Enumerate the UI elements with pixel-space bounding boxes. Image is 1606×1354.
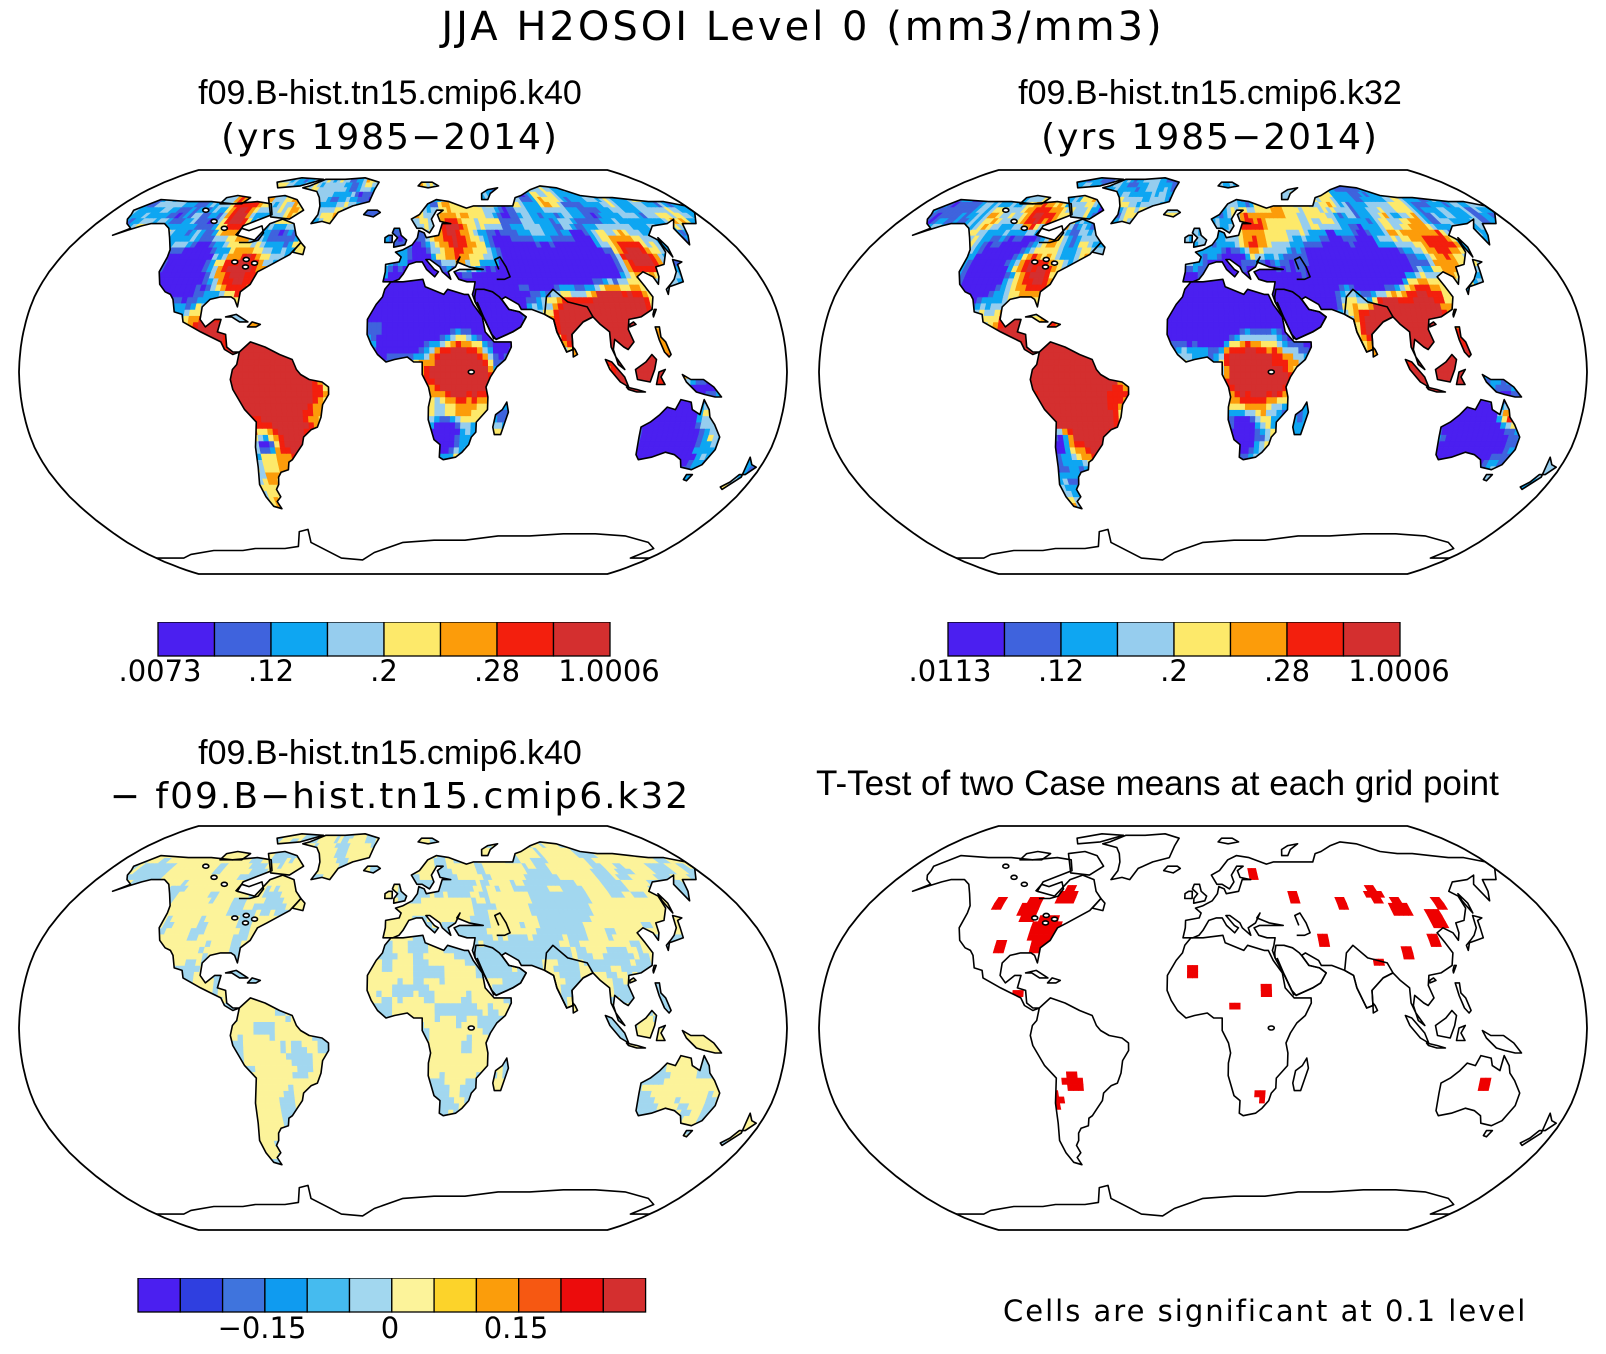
colorbar-diff-swatch — [560, 1278, 604, 1313]
panel-diff-subtitle: − f09.B−hist.tn15.cmip6.k32 — [40, 776, 760, 817]
map-diff-frame — [18, 825, 788, 1231]
colorbar-diff: −0.15 0 0.15 — [137, 1278, 647, 1345]
colorbar-diff-swatch — [137, 1278, 181, 1313]
colorbar-k32-swatch — [1286, 622, 1345, 657]
colorbar-k40-swatch — [326, 622, 385, 657]
map-k32-ocean — [819, 170, 1587, 574]
colorbar-diff-swatch — [348, 1278, 393, 1313]
colorbar-k40-swatch — [383, 622, 442, 657]
colorbar-k32-swatch — [1173, 622, 1232, 657]
colorbar-k32-swatch — [947, 622, 1006, 657]
map-diff-ocean — [19, 826, 787, 1230]
colorbar-diff-label: −0.15 — [218, 1311, 307, 1345]
map-ttest-frame — [818, 825, 1588, 1231]
colorbar-k40-label: 1.0006 — [558, 654, 659, 688]
colorbar-k40-label: .28 — [474, 654, 520, 688]
map-panel-k32 — [818, 169, 1588, 575]
colorbar-k40-swatch — [157, 622, 216, 657]
colorbar-diff-label: 0.15 — [484, 1311, 549, 1345]
map-k32-frame — [818, 169, 1588, 575]
colorbar-diff-swatch — [179, 1278, 224, 1313]
map-ttest-field — [990, 868, 1492, 1110]
colorbar-k32-swatch — [1003, 622, 1062, 657]
colorbar-k32-swatch — [1342, 622, 1401, 657]
map-ttest-coastlines — [911, 833, 1557, 1217]
panel-k40-title: f09.B-hist.tn15.cmip6.k40 — [60, 74, 720, 113]
colorbar-k40-label: .12 — [248, 654, 294, 688]
colorbar-diff-swatch — [391, 1278, 435, 1313]
map-k40-coastlines — [111, 177, 757, 561]
map-panel-k40 — [18, 169, 788, 575]
colorbar-k40: .0073 .12 .2 .28 1.0006 — [118, 622, 660, 688]
panel-k32-title: f09.B-hist.tn15.cmip6.k32 — [880, 74, 1540, 113]
colorbar-k32-label: .0113 — [908, 654, 991, 688]
colorbar-k40-label: .2 — [370, 654, 398, 688]
colorbar-k40-swatch — [552, 622, 611, 657]
panel-ttest-title: T-Test of two Case means at each grid po… — [816, 764, 1499, 804]
colorbar-k32-label: .2 — [1160, 654, 1188, 688]
colorbar-k40-label: .0073 — [118, 654, 201, 688]
panel-k40-subtitle: (yrs 1985−2014) — [60, 117, 720, 158]
map-ttest-ocean — [819, 826, 1587, 1230]
map-panel-ttest — [818, 825, 1588, 1231]
colorbar-k32-label: .12 — [1038, 654, 1084, 688]
colorbar-k32-swatch — [1229, 622, 1288, 657]
colorbar-k32-label: 1.0006 — [1348, 654, 1449, 688]
panel-k32-subtitle: (yrs 1985−2014) — [880, 117, 1540, 158]
colorbar-diff-swatch — [602, 1278, 647, 1313]
colorbar-diff-swatch — [306, 1278, 351, 1313]
map-k32-coastlines — [911, 177, 1557, 561]
colorbar-k40-swatch — [439, 622, 498, 657]
colorbar-diff-swatch — [433, 1278, 478, 1313]
colorbar-k32-swatch — [1060, 622, 1119, 657]
colorbar-diff-swatch — [264, 1278, 308, 1313]
map-k40-ocean — [19, 170, 787, 574]
panel-diff-title: f09.B-hist.tn15.cmip6.k40 — [60, 734, 720, 773]
colorbar-k32-swatch — [1116, 622, 1175, 657]
panel-ttest-footnote: Cells are significant at 0.1 level — [1003, 1294, 1527, 1328]
colorbar-diff-swatch — [221, 1278, 266, 1313]
colorbar-k40-swatch — [270, 622, 329, 657]
map-panel-diff — [18, 825, 788, 1231]
colorbar-diff-label: 0 — [381, 1311, 399, 1345]
figure-title: JJA H2OSOI Level 0 (mm3/mm3) — [0, 4, 1606, 50]
map-k40-frame — [18, 169, 788, 575]
colorbar-k32-label: .28 — [1264, 654, 1310, 688]
colorbar-diff-swatch — [475, 1278, 520, 1313]
map-diff-coastlines — [111, 833, 757, 1217]
colorbar-k40-swatch — [213, 622, 272, 657]
colorbar-diff-swatch — [518, 1278, 562, 1313]
colorbar-k32: .0113 .12 .2 .28 1.0006 — [908, 622, 1450, 688]
colorbar-k40-swatch — [496, 622, 555, 657]
